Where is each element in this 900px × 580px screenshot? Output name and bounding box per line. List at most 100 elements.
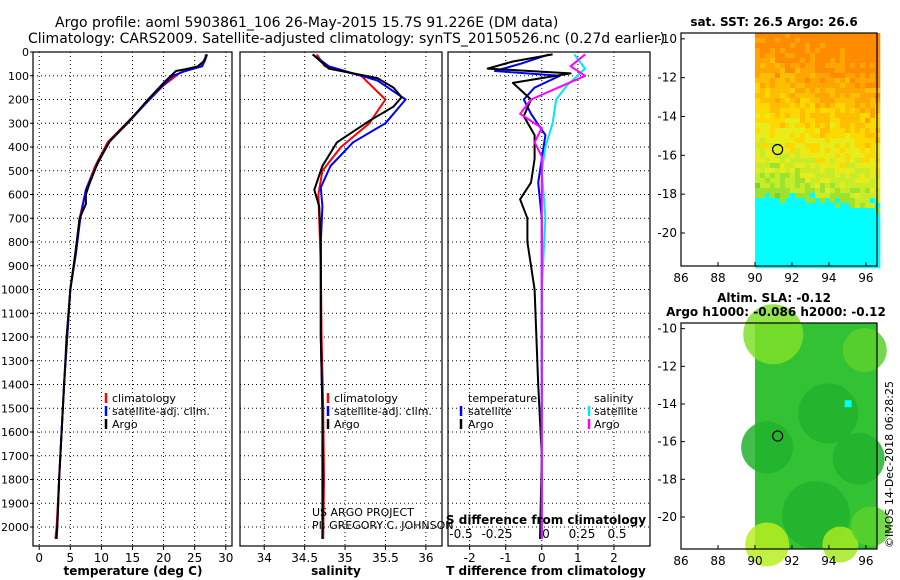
legend-salinity-label-1: Argo [594,418,620,431]
panel-salinity-legend-label-1: satellite-adj. clim. [334,405,432,418]
figure-title-line1: Argo profile: aoml 5903861_106 26-May-20… [55,15,558,31]
ytick-label-19: 1900 [1,497,29,510]
panel-sla-ytick-label-1: -12 [657,359,677,373]
panel-sst-ytick-label-4: -18 [657,187,677,201]
panel-sst-ytick-label-5: -20 [657,226,677,240]
figure-title-line2: Climatology: CARS2009. Satellite-adjuste… [28,31,665,47]
panel-sla-blob-0 [743,304,804,365]
ytick-label-2: 200 [8,94,29,107]
panel-sla-field [741,304,891,567]
panel-temperature-xtick-label-4: 20 [156,551,171,565]
sdiff-tick-label-0: -0.5 [449,527,472,541]
legend-temperature-label-0: satellite [468,405,512,418]
ytick-label-18: 1800 [1,474,29,487]
salinity-xlabel: salinity [311,564,361,578]
legend-temperature-label-1: Argo [468,418,494,431]
panel-salinity-frame [239,51,443,547]
panel-sst-xtick-label-3: 92 [784,271,799,285]
ytick-label-4: 400 [8,141,29,154]
panel-salinity-xtick-label-1: 34.5 [291,551,318,565]
legend-salinity-label-0: satellite [594,405,638,418]
panel-sst-xtick-label-1: 88 [710,271,725,285]
panel-temperature-xtick-label-6: 30 [218,551,233,565]
panel-sst-ytick-label-2: -14 [657,109,677,123]
ytick-label-7: 700 [8,212,29,225]
sdiff-tick-label-1: -0.25 [481,527,512,541]
panel-sst-xtick-label-4: 94 [821,271,836,285]
panel-sst-ytick-label-0: -10 [657,32,677,46]
panel-sla-ytick-label-2: -14 [657,397,677,411]
panel-sla-frame [680,322,878,550]
panel-difference-xtick-label-0: -2 [464,551,476,565]
sla-map-panel: 86 88 90 92 94 96 -10 -12 -14 -16 -18 -20 [657,304,891,568]
sla-map-title: Altim. SLA: -0.12 [717,291,831,305]
panel-salinity-series-0 [315,53,387,539]
panel-difference-xtick-label-3: 1 [574,551,582,565]
panel-temperature-xtick-label-0: 0 [35,551,43,565]
panel-sla-xtick-label-4: 94 [821,554,836,568]
panel-sla-xtick-label-0: 86 [673,554,688,568]
imos-footer: ©IMOS 14-Dec-2018 06:28:25 [883,381,896,548]
panel-sla-blob-3 [798,383,859,444]
panel-sla-blob-7 [822,526,859,563]
ytick-label-5: 500 [8,165,29,178]
panel-sst-field [754,33,881,269]
ytick-label-20: 2000 [1,521,29,534]
panel-sla-blob-1 [842,328,887,373]
panel-temperature-legend-label-0: climatology [112,392,176,405]
panel-difference-frame [447,51,651,547]
ytick-label-3: 300 [8,117,29,130]
panel-difference-series-3 [519,53,587,539]
ytick-label-11: 1100 [1,307,29,320]
ytick-label-6: 600 [8,189,29,202]
sst-map-title: sat. SST: 26.5 Argo: 26.6 [690,15,857,29]
panel-temperature-xtick-label-3: 15 [125,551,140,565]
panel-difference-xtick-label-2: 0 [538,551,546,565]
panel-sla-ytick-label-3: -16 [657,435,677,449]
ytick-label-13: 1300 [1,355,29,368]
panel-difference-series-1 [486,53,572,539]
salinity-panel: 34 34.5 35 35.5 36 climatologysatellite-adj. … [239,51,443,565]
ytick-label-10: 1000 [1,284,29,297]
panel-salinity-xtick-label-2: 35 [337,551,352,565]
panel-temperature-frame [32,51,233,547]
panel-sla-ytick-label-5: -20 [657,510,677,524]
panel-sla-xtick-label-1: 88 [710,554,725,568]
panel-temperature-series-2 [55,53,208,539]
legend-temperature-heading: temperature [468,392,537,405]
sla-map-subtitle: Argo h1000: -0.086 h2000: -0.12 [666,305,886,319]
pi-annotation: PI: GREGORY C. JOHNSON [312,519,453,532]
ytick-label-8: 800 [8,236,29,249]
panel-sla-blob-4 [832,432,885,485]
panel-sla-xtick-label-5: 96 [858,554,873,568]
panel-temperature-xtick-label-5: 25 [187,551,202,565]
temperature-panel: 0 5 10 15 20 25 300100200300400500600700800900… [1,46,233,565]
panel-temperature-legend-label-1: satellite-adj. clim. [112,405,210,418]
ytick-label-9: 900 [8,260,29,273]
ytick-label-15: 1500 [1,402,29,415]
panel-salinity-xtick-label-0: 34 [257,551,272,565]
ytick-label-0: 0 [22,46,29,59]
panel-sst-xtick-label-5: 96 [858,271,873,285]
difference-xlabel: T difference from climatology [446,564,646,578]
panel-temperature-series-0 [54,54,209,540]
ytick-label-14: 1400 [1,379,29,392]
difference-panel: -2 -1 0 1 2-0.5 -0.25 0 0.25 0.5temperaturesatel… [447,51,651,565]
panel-temperature-xtick-label-2: 10 [94,551,109,565]
project-annotation: US ARGO PROJECT [312,506,414,519]
sdiff-tick-label-4: 0.5 [607,527,626,541]
panel-difference-xtick-label-4: 2 [610,551,618,565]
ytick-label-1: 100 [8,70,29,83]
panel-salinity-legend-label-0: climatology [334,392,398,405]
panel-sla-blob-6 [745,522,790,567]
panel-difference-xtick-label-1: -1 [500,551,512,565]
panel-sst-ytick-label-3: -16 [657,148,677,162]
temperature-xlabel: temperature (deg C) [64,564,203,578]
difference-top-label: S difference from climatology [446,513,646,527]
panel-salinity-xtick-label-4: 36 [418,551,433,565]
panel-sla-blob-8 [850,506,891,547]
panel-sla-float-marker [772,430,784,442]
panel-sla-ytick-label-4: -18 [657,472,677,486]
panel-sla-blob-2 [741,421,794,474]
panel-sst-frame [680,32,878,267]
